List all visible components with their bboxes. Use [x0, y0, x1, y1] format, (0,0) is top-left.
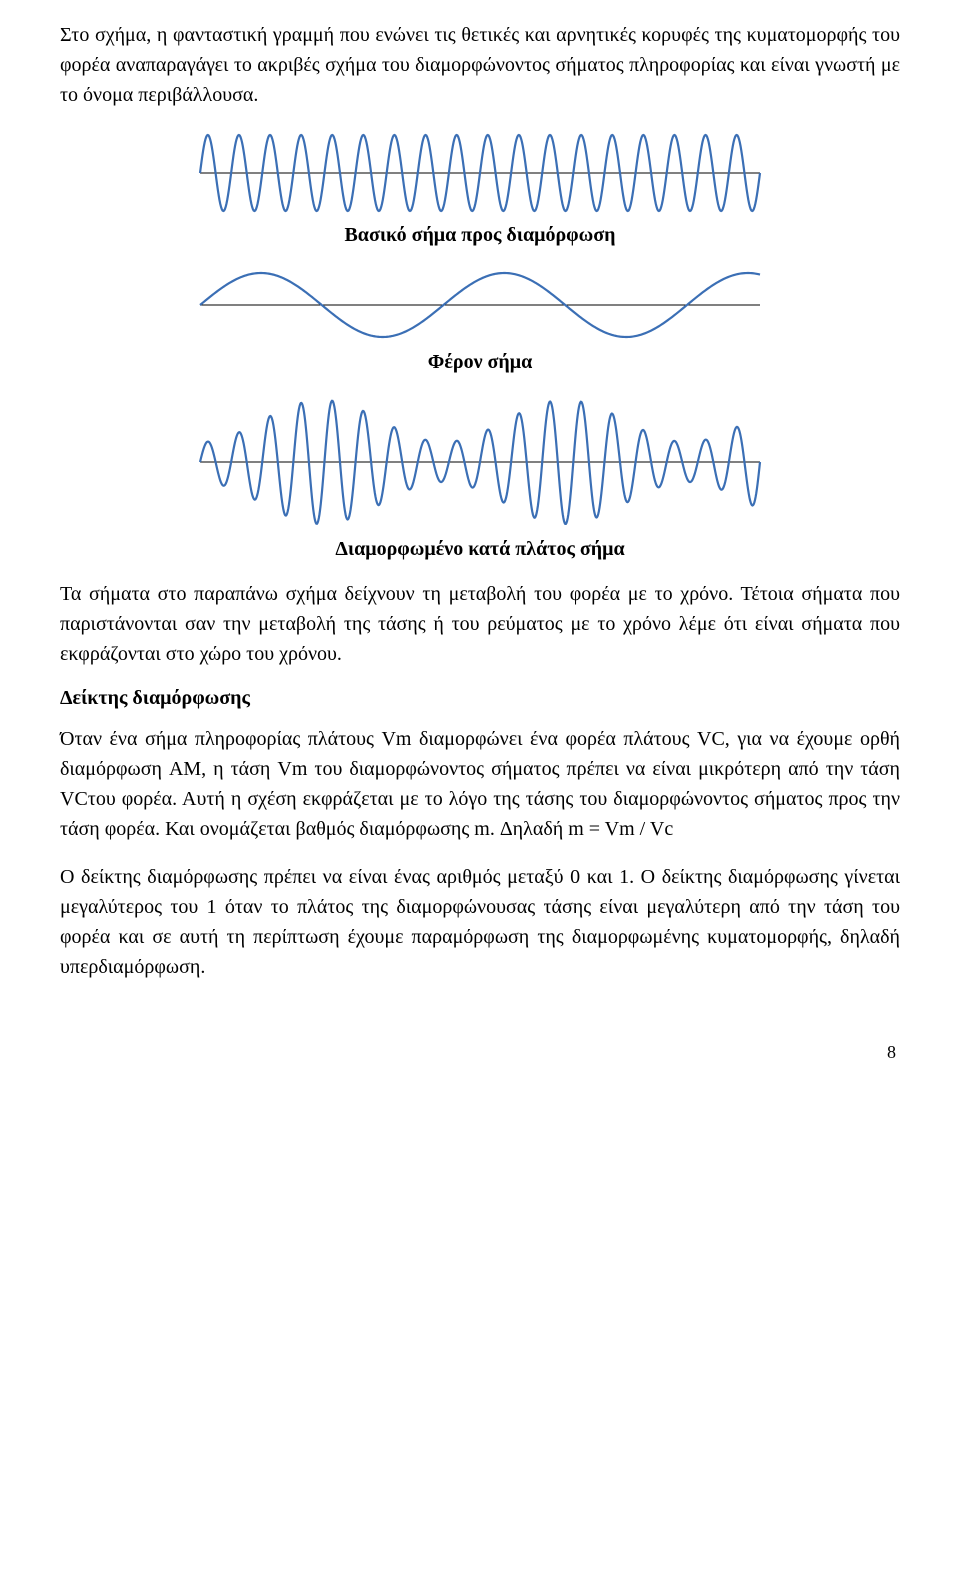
paragraph-intro: Στο σχήμα, η φανταστική γραμμή που ενώνε… [60, 20, 900, 110]
figure-baseband-wave [190, 128, 770, 218]
paragraph-time-domain: Τα σήματα στο παραπάνω σχήμα δείχνουν τη… [60, 579, 900, 669]
figure-caption-am: Διαμορφωμένο κατά πλάτος σήμα [60, 538, 900, 561]
page-number: 8 [60, 1042, 900, 1063]
paragraph-mod-index-def: Όταν ένα σήμα πληροφορίας πλάτους Vm δια… [60, 724, 900, 844]
figure-caption-baseband: Βασικό σήμα προς διαμόρφωση [60, 224, 900, 247]
document-page: Στο σχήμα, η φανταστική γραμμή που ενώνε… [0, 0, 960, 1103]
figure-am-wave [190, 392, 770, 532]
figure-carrier-wave [190, 265, 770, 345]
heading-modulation-index: Δείκτης διαμόρφωσης [60, 687, 900, 710]
paragraph-overmodulation: Ο δείκτης διαμόρφωσης πρέπει να είναι έν… [60, 862, 900, 982]
figure-caption-carrier: Φέρον σήμα [60, 351, 900, 374]
